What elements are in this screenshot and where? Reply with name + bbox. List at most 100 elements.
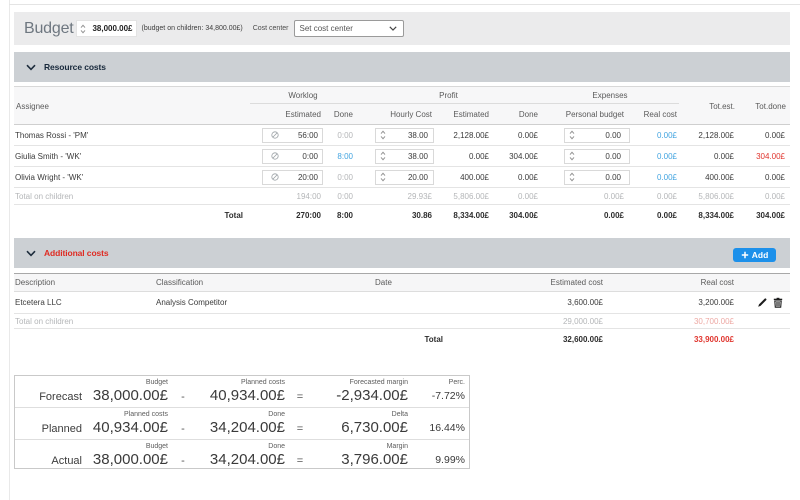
column-header-real-cost: Real cost [643, 109, 677, 119]
profit-done-value: 304.00£ [509, 151, 538, 161]
total-label: Total [224, 211, 243, 220]
profit-estimated-value: 2,128.00£ [453, 130, 489, 140]
assignee-name: Giulia Smith - 'WK' [15, 151, 82, 161]
personal-budget-input[interactable]: 0.00 [564, 148, 630, 164]
equals-operator: = [296, 391, 304, 403]
column-header-profit-estimated: Estimated [453, 109, 489, 119]
group-header-expenses: Expenses [541, 87, 679, 104]
spinner-icon[interactable] [569, 151, 575, 161]
tot-est-value: 2,128.00£ [698, 130, 734, 140]
resource-total-row: Total 270:00 8:00 30.86 8,334.00£ 304.00… [14, 205, 790, 226]
worklog-done-link[interactable]: 8:00 [337, 151, 353, 161]
resource-row: Thomas Rossi - 'PM' 56:00 0:00 38.00 2,1… [14, 125, 790, 146]
profit-estimated-value: 0.00£ [468, 151, 489, 161]
ban-icon [271, 152, 279, 160]
column-header-real-cost: Real cost [700, 278, 734, 287]
cost-description: Etcetera LLC [15, 298, 62, 307]
worklog-estimated-input[interactable]: 20:00 [262, 169, 323, 185]
resource-table-header: Worklog Profit Expenses Estimated Done H… [14, 86, 790, 125]
resource-row: Giulia Smith - 'WK' 0:00 8:00 38.00 0.00… [14, 146, 790, 167]
budget-summary-box: Forecast Budget 38,000.00£ - Planned cost… [14, 375, 470, 469]
resource-children-total-row: Total on children 194:00 0:00 29.93£ 5,8… [14, 188, 790, 205]
column-header-worklog-done: Done [333, 109, 353, 119]
resource-costs-section-header[interactable]: Resource costs [14, 52, 790, 82]
additional-costs-table: Description Classification Date Estimate… [14, 273, 790, 350]
delete-trash-icon[interactable] [773, 297, 783, 308]
resource-costs-table: Worklog Profit Expenses Estimated Done H… [14, 86, 790, 226]
worklog-done-value[interactable]: 0:00 [337, 130, 353, 140]
spinner-icon[interactable] [80, 24, 86, 34]
worklog-estimated-input[interactable]: 0:00 [262, 148, 323, 164]
column-header-personal-budget: Personal budget [565, 109, 624, 119]
spinner-icon[interactable] [380, 151, 386, 161]
page-left-border [9, 0, 10, 500]
hourly-cost-input[interactable]: 38.00 [375, 127, 434, 143]
column-header-profit-done: Done [518, 109, 538, 119]
ban-icon [271, 173, 279, 181]
add-button-label: Add [751, 250, 769, 260]
minus-operator: - [181, 391, 185, 403]
profit-done-value: 0.00£ [517, 130, 538, 140]
real-cost-link[interactable]: 0.00£ [656, 151, 677, 161]
spinner-icon[interactable] [380, 130, 386, 140]
collapse-chevron-icon[interactable] [26, 250, 36, 257]
resource-group-header-row: Worklog Profit Expenses [14, 87, 790, 104]
spinner-icon[interactable] [569, 172, 575, 182]
tot-est-value: 400.00£ [705, 172, 734, 182]
additional-total-row: Total 32,600.00£ 33,900.00£ [14, 329, 790, 350]
personal-budget-input[interactable]: 0.00 [564, 127, 630, 143]
column-header-classification: Classification [156, 278, 204, 287]
cost-center-select[interactable]: Set cost center [293, 20, 404, 37]
ban-icon [271, 131, 279, 139]
assignee-name: Olivia Wright - 'WK' [15, 172, 84, 182]
resource-costs-title: Resource costs [44, 62, 106, 72]
profit-done-value: 0.00£ [517, 172, 538, 182]
collapse-chevron-icon[interactable] [26, 64, 36, 71]
tot-done-value: 0.00£ [764, 130, 785, 140]
column-header-assignee: Assignee [16, 101, 49, 111]
additional-table-header: Description Classification Date Estimate… [14, 274, 790, 292]
cost-real: 3,200.00£ [698, 298, 734, 307]
add-cost-button[interactable]: Add [733, 248, 776, 262]
column-header-hourly-cost: Hourly Cost [390, 109, 432, 119]
budget-amount-value: 38,000.00£ [92, 24, 133, 33]
spinner-icon[interactable] [569, 130, 575, 140]
hourly-cost-input[interactable]: 20.00 [375, 169, 434, 185]
summary-row-planned: Planned Planned costs 40,934.00£ - Done 34… [15, 407, 469, 439]
budget-toolbar: Budget 38,000.00£ (budget on children: 3… [14, 12, 790, 45]
summary-row-name: Actual [51, 455, 82, 467]
minus-operator: - [181, 423, 185, 435]
tot-done-value: 304.00£ [756, 151, 785, 161]
worklog-estimated-input[interactable]: 56:00 [262, 127, 323, 143]
additional-costs-section-header[interactable]: Additional costs Add [14, 238, 790, 268]
summary-row-actual: Actual Budget 38,000.00£ - Done 34,204.00£… [15, 439, 469, 471]
profit-estimated-value: 400.00£ [460, 172, 489, 182]
additional-cost-row: Etcetera LLC Analysis Competitor 3,600.0… [14, 292, 790, 314]
personal-budget-input[interactable]: 0.00 [564, 169, 630, 185]
real-cost-link[interactable]: 0.00£ [656, 130, 677, 140]
column-header-date: Date [375, 278, 392, 287]
cost-center-selected-value: Set cost center [299, 24, 353, 33]
budget-children-note: (budget on children: 34,800.00£) [141, 25, 243, 32]
chevron-down-icon [388, 26, 397, 31]
summary-row-name: Planned [41, 423, 82, 435]
column-header-estimated-cost: Estimated cost [550, 278, 603, 287]
page-top-border [9, 4, 800, 5]
cost-classification: Analysis Competitor [156, 298, 228, 307]
edit-pencil-icon[interactable] [757, 297, 768, 308]
cost-center-label: Cost center [252, 25, 289, 32]
budget-amount-input[interactable]: 38,000.00£ [75, 20, 137, 37]
spinner-icon[interactable] [380, 172, 386, 182]
real-cost-link[interactable]: 0.00£ [656, 172, 677, 182]
equals-operator: = [296, 455, 304, 467]
hourly-cost-input[interactable]: 38.00 [375, 148, 434, 164]
minus-operator: - [181, 455, 185, 467]
equals-operator: = [296, 423, 304, 435]
page-title: Budget [24, 19, 74, 37]
summary-row-name: Forecast [39, 391, 82, 403]
group-header-worklog: Worklog [250, 87, 356, 104]
plus-icon [741, 251, 749, 259]
worklog-done-value[interactable]: 0:00 [337, 172, 353, 182]
assignee-name: Thomas Rossi - 'PM' [15, 130, 89, 140]
